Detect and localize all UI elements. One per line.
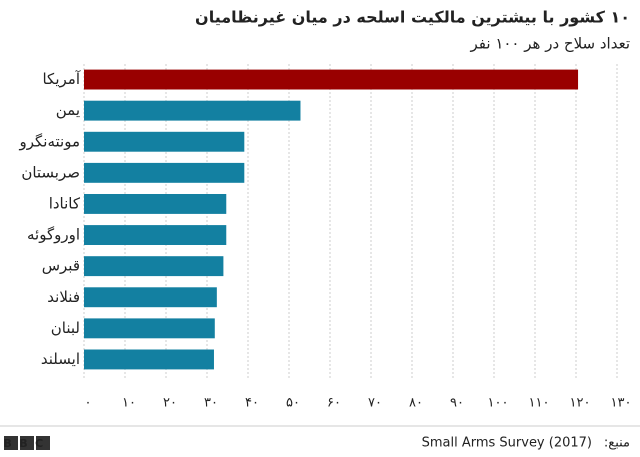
x-tick-label: ۵۰ (286, 396, 300, 411)
x-tick-label: ۱۳۰ (611, 396, 632, 411)
x-tick-label: ۶۰ (327, 396, 341, 411)
y-tick-label: لبنان (51, 319, 80, 337)
bar (84, 100, 301, 121)
y-tick-label: ایسلند (41, 350, 80, 368)
y-tick-label: یمن (56, 101, 80, 119)
logo-box (4, 436, 18, 450)
x-tick-label: ۱۲۰ (570, 396, 591, 411)
y-tick-label: فنلاند (47, 288, 80, 306)
x-tick-label: ۱۰۰ (488, 396, 509, 411)
bar (84, 69, 579, 90)
logo-text: BBC (3, 437, 50, 450)
source: Small Arms Survey (2017) (422, 436, 592, 451)
bar (84, 225, 227, 246)
x-tick-label: ۲۰ (163, 396, 177, 411)
y-tick-label: صربستان (21, 163, 80, 181)
x-tick-label: ۳۰ (204, 396, 218, 411)
x-tick-label: ۰ (85, 396, 92, 411)
y-tick-label: کانادا (49, 194, 81, 212)
bar (84, 162, 245, 183)
x-tick-label: ۱۱۰ (529, 396, 550, 411)
x-tick-label: ۹۰ (450, 396, 464, 411)
chart-title: ۱۰ کشور با بیشترین مالکیت اسلحه در میان … (195, 8, 630, 27)
logo-box (20, 436, 34, 450)
x-tick-label: ۸۰ (409, 396, 423, 411)
bar (84, 349, 214, 370)
bar (84, 287, 217, 308)
chart-subtitle: تعداد سلاح در هر ۱۰۰ نفر (470, 35, 631, 53)
logo-box (36, 436, 50, 450)
bar (84, 318, 215, 339)
x-tick-label: ۴۰ (245, 396, 259, 411)
bar (84, 193, 227, 214)
source-label: منبع: (604, 436, 630, 451)
logo: BBC (3, 436, 50, 450)
y-tick-label: قبرس (42, 257, 80, 275)
bar (84, 131, 245, 152)
y-tick-label: مونته‌نگرو (18, 132, 80, 150)
bar (84, 256, 224, 277)
y-tick-label: اوروگوئه (27, 226, 80, 244)
x-tick-label: ۷۰ (368, 396, 382, 411)
y-tick-label: آمریکا (42, 70, 80, 88)
x-tick-label: ۱۰ (122, 396, 136, 411)
